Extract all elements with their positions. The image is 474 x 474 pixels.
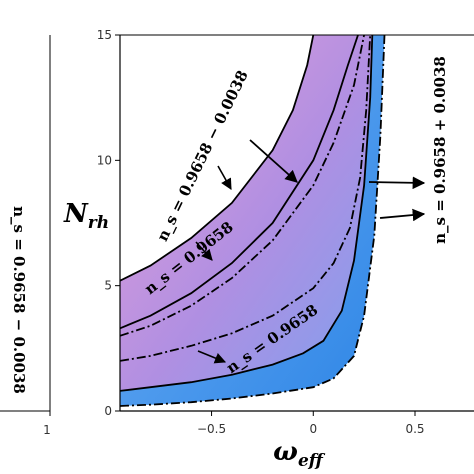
series-lines (120, 35, 386, 407)
annotation-ns-minus-arrow-2 (217, 165, 232, 190)
y-tick-label: 0 (104, 404, 112, 418)
series-line-5 (120, 35, 386, 407)
x-ticks: −0.5 0 0.5 (197, 411, 425, 436)
y-tick-label: 5 (104, 279, 112, 293)
series-line-0 (120, 35, 315, 282)
y-ticks: 0 5 10 15 (97, 28, 120, 418)
left-panel-x-tick-label: 1 (43, 423, 51, 437)
series-line-4 (120, 35, 374, 392)
x-axis-title: ωeff (273, 437, 326, 471)
x-tick-label: −0.5 (197, 422, 226, 436)
y-axis-title: Nrh (63, 199, 109, 233)
axes: −0.5 0 0.5 0 5 10 15 (97, 28, 474, 436)
annotation-ns-center-upper-arrow (195, 241, 213, 261)
plot-area (120, 35, 386, 407)
x-tick-label: 0.5 (405, 422, 424, 436)
annotation-ns-plus: n_s = 0.9658 + 0.0038 (431, 56, 449, 244)
series-line-2 (120, 35, 365, 337)
annotation-ns-plus-arrow-2 (379, 208, 426, 222)
annotation-ns-center-lower-arrow (197, 350, 227, 364)
y-tick-label: 10 (97, 153, 112, 167)
annotation-ns-plus-arrow-1 (368, 176, 426, 190)
y-axis-title-sub: rh (88, 213, 109, 233)
x-tick-label: 0 (309, 422, 317, 436)
y-tick-label: 15 (97, 28, 112, 42)
x-axis-title-sub: eff (298, 451, 326, 471)
left-panel-annotation: n_s = 0.9658 − 0.0038 (10, 206, 28, 394)
x-axis-title-main: ω (273, 437, 298, 467)
series-line-1 (120, 35, 359, 330)
y-axis-title-main: N (63, 199, 89, 229)
purple-fill-region (120, 35, 373, 391)
series-line-3 (120, 35, 372, 362)
left-panel: 1 n_s = 0.9658 − 0.0038 (0, 35, 51, 437)
annotation-ns-minus-arrow (249, 139, 298, 183)
